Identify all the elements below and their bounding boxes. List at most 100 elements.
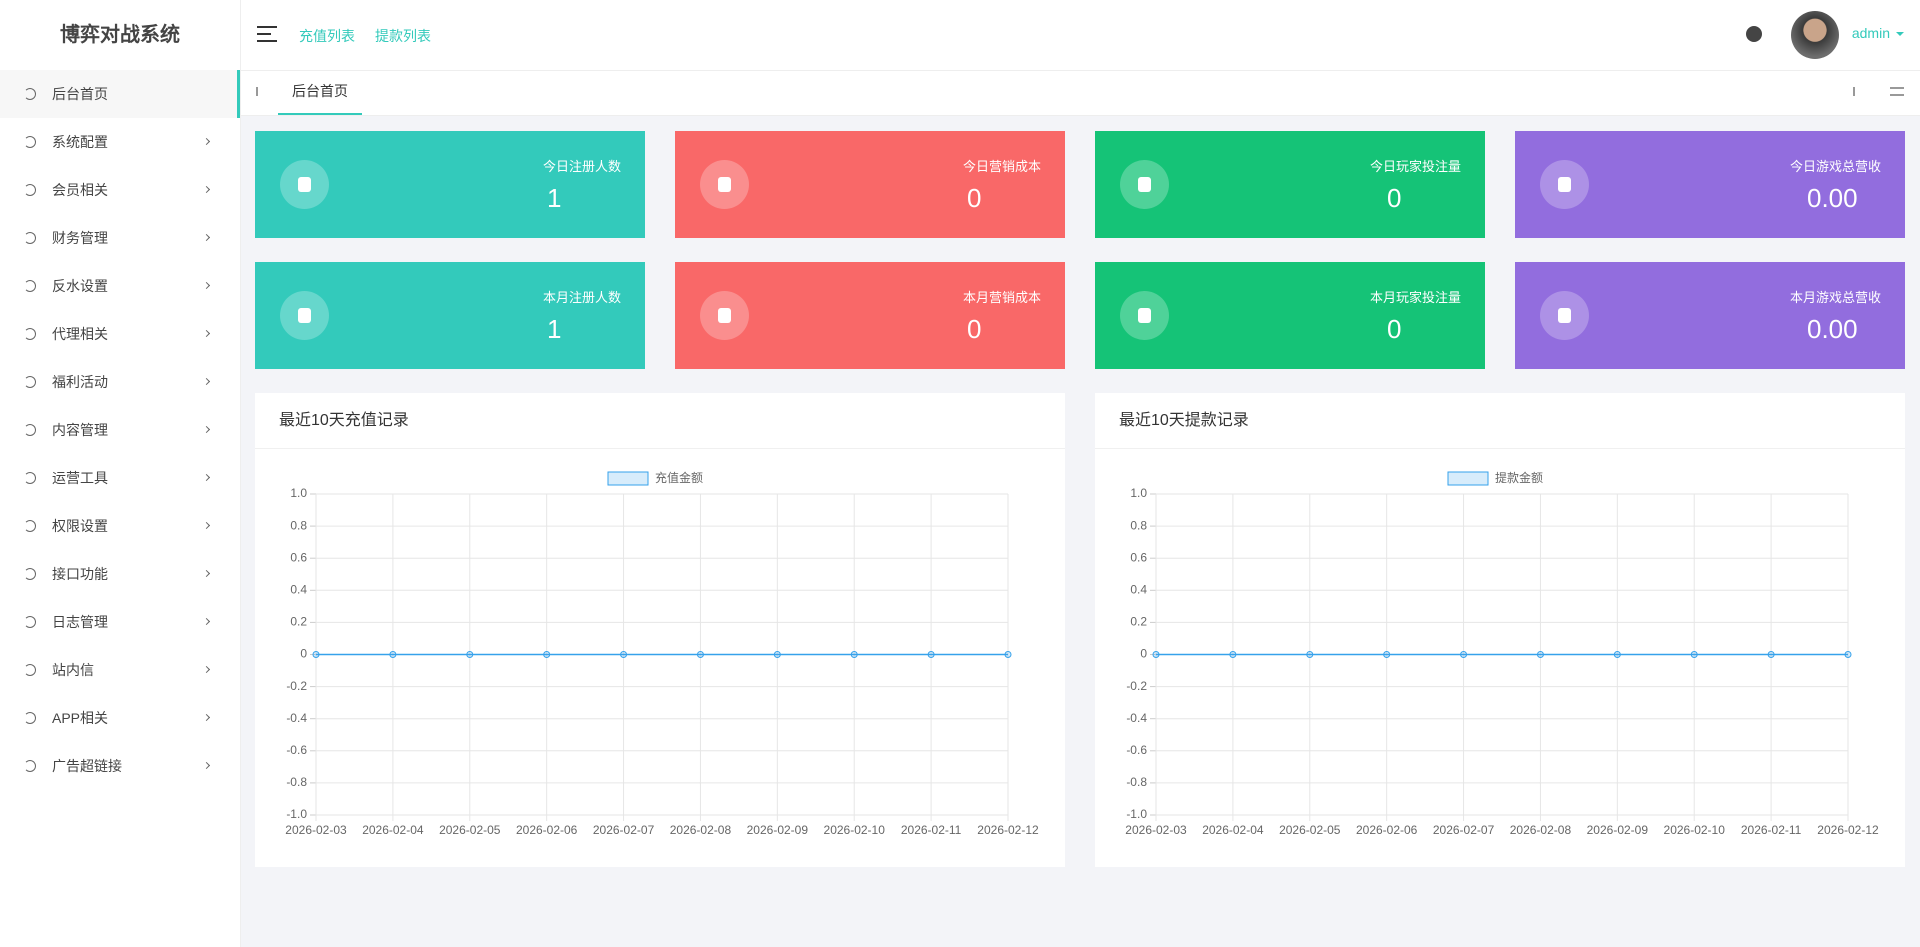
menu-item[interactable]: 广告超链接 [0, 742, 240, 790]
stat-glyph [1558, 308, 1571, 323]
data-point [850, 651, 858, 658]
user-caret [1896, 32, 1904, 40]
menu-item[interactable]: 代理相关 [0, 310, 240, 358]
stat-icon [1120, 291, 1169, 340]
y-tick-label: -0.4 [1126, 711, 1147, 725]
stat-glyph [1558, 177, 1571, 192]
stat-label: 本月注册人数 [542, 290, 621, 305]
data-point [773, 651, 781, 658]
x-tick-label: 2026-02-08 [1510, 823, 1572, 837]
y-tick-label: -0.8 [286, 775, 307, 789]
stat-icon [280, 160, 329, 209]
menu-item[interactable]: APP相关 [0, 694, 240, 742]
menu-item[interactable]: 福利活动 [0, 358, 240, 406]
menu-item[interactable]: 反水设置 [0, 262, 240, 310]
stat-icon [700, 160, 749, 209]
data-point [1306, 651, 1314, 658]
chart-title: 最近10天提款记录 [1095, 393, 1905, 449]
y-tick-label: -0.2 [286, 679, 307, 693]
y-tick-label: -1.0 [286, 807, 307, 821]
stat-value: 0.00 [1807, 314, 1858, 344]
tab[interactable]: 后台首页 [278, 71, 362, 115]
data-point [1613, 651, 1621, 658]
data-point [1152, 651, 1160, 658]
stat-card: 本月注册人数 1 [255, 262, 645, 369]
tab-prev[interactable] [256, 87, 266, 96]
nav-link[interactable]: 提款列表 [375, 28, 431, 44]
x-tick-label: 2026-02-03 [285, 823, 347, 837]
menu-item[interactable]: 站内信 [0, 646, 240, 694]
x-tick-label: 2026-02-06 [516, 823, 578, 837]
data-point [389, 651, 397, 658]
y-tick-label: -1.0 [1126, 807, 1147, 821]
avatar[interactable] [1791, 11, 1839, 59]
stat-icon [1120, 160, 1169, 209]
data-point [696, 651, 704, 658]
stat-label: 今日玩家投注量 [1369, 159, 1461, 174]
x-tick-label: 2026-02-05 [1279, 823, 1341, 837]
data-point [927, 651, 935, 658]
stat-glyph [298, 308, 311, 323]
stat-label: 本月游戏总营收 [1789, 290, 1881, 305]
y-tick-label: -0.8 [1126, 775, 1147, 789]
menu-item[interactable]: 财务管理 [0, 214, 240, 262]
app-title: 博弈对战系统 [60, 24, 180, 46]
x-tick-label: 2026-02-11 [1741, 823, 1802, 837]
y-tick-label: -0.4 [286, 711, 307, 725]
stat-icon [1540, 291, 1589, 340]
stat-icon [1540, 160, 1589, 209]
data-point [1536, 651, 1544, 658]
menu-item[interactable]: 日志管理 [0, 598, 240, 646]
stat-card: 今日营销成本 0 [675, 131, 1065, 238]
menu-item[interactable]: 内容管理 [0, 406, 240, 454]
sidebar: 博弈对战系统 后台首页 系统配置 会员相关 财务管理 反水设置 代理相关 福利活动 内容管理运… [0, 0, 241, 947]
menu-item[interactable]: 接口功能 [0, 550, 240, 598]
menu-item[interactable]: 后台首页 [0, 70, 240, 118]
tab-next[interactable] [1845, 87, 1855, 96]
y-tick-label: 0.6 [1130, 550, 1147, 564]
x-tick-label: 2026-02-10 [824, 823, 886, 837]
menu-toggle[interactable] [257, 26, 277, 42]
chart-panel: 最近10天提款记录 -1.0 -0.8 -0.6 -0.4 -0.2 0 0.2 0.4 0.6 0… [1095, 393, 1905, 867]
chart-panel: 最近10天充值记录 -1.0 -0.8 -0.6 -0.4 -0.2 0 0.2 0.4 0.6 0… [255, 393, 1065, 867]
data-point [620, 651, 628, 658]
tab-list: 后台首页 [278, 71, 362, 115]
stat-glyph [1138, 308, 1151, 323]
data-point [1229, 651, 1237, 658]
x-tick-label: 2026-02-11 [901, 823, 962, 837]
stat-label: 今日营销成本 [962, 159, 1041, 174]
stat-glyph [718, 308, 731, 323]
stat-icon [700, 291, 749, 340]
x-tick-label: 2026-02-12 [1817, 823, 1879, 837]
legend-swatch [1447, 471, 1489, 486]
tab-menu[interactable] [1890, 87, 1904, 96]
stat-value: 0 [967, 183, 982, 213]
legend-swatch [607, 471, 649, 486]
stat-value: 0.00 [1807, 183, 1858, 213]
y-tick-label: -0.6 [1126, 743, 1147, 757]
menu-item[interactable]: 系统配置 [0, 118, 240, 166]
stat-label: 本月玩家投注量 [1369, 290, 1461, 305]
y-tick-label: 0.8 [290, 518, 307, 532]
x-tick-label: 2026-02-09 [1587, 823, 1649, 837]
stat-glyph [298, 177, 311, 192]
data-point [312, 651, 320, 658]
stat-value: 0 [1387, 183, 1402, 213]
tab-bar: 后台首页 [241, 71, 1920, 116]
user-name[interactable]: admin [1851, 25, 1890, 41]
x-tick-label: 2026-02-10 [1664, 823, 1726, 837]
y-tick-label: 0.6 [290, 550, 307, 564]
nav-link[interactable]: 充值列表 [299, 28, 355, 44]
x-tick-label: 2026-02-04 [362, 823, 424, 837]
stat-card: 今日玩家投注量 0 [1095, 131, 1485, 238]
y-tick-label: 0 [300, 647, 307, 661]
x-tick-label: 2026-02-03 [1125, 823, 1187, 837]
menu-item[interactable]: 运营工具 [0, 454, 240, 502]
x-tick-label: 2026-02-12 [977, 823, 1039, 837]
theme-icon[interactable] [1746, 26, 1762, 42]
x-tick-label: 2026-02-06 [1356, 823, 1418, 837]
y-tick-label: -0.2 [1126, 679, 1147, 693]
stat-card: 本月营销成本 0 [675, 262, 1065, 369]
menu-item[interactable]: 会员相关 [0, 166, 240, 214]
menu-item[interactable]: 权限设置 [0, 502, 240, 550]
